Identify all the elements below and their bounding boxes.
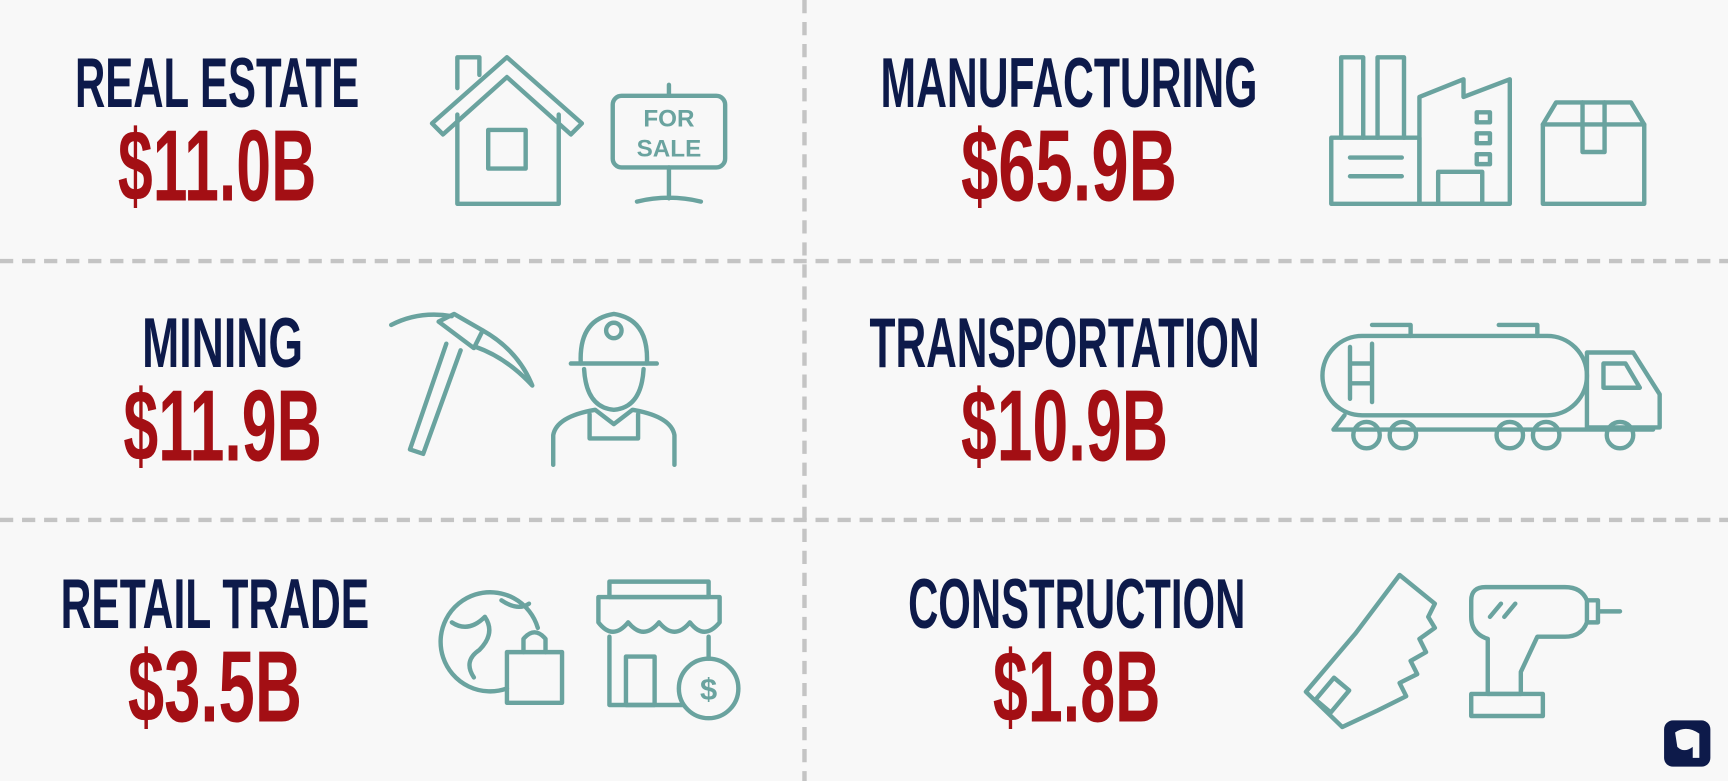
label: CONSTRUCTION: [908, 564, 1245, 643]
logo-mark: [1675, 728, 1700, 758]
truck-icon: [1320, 322, 1662, 451]
amount: $65.9B: [961, 110, 1177, 223]
pickaxe-icon: [389, 311, 535, 457]
store-icon: [596, 579, 741, 721]
saw-icon: [1303, 572, 1438, 730]
factory-icon: [1329, 55, 1512, 206]
miner-icon: [551, 311, 677, 468]
label: MANUFACTURING: [881, 43, 1258, 122]
amount: $10.9B: [961, 369, 1168, 482]
sign-text: SALE: [637, 135, 702, 162]
box-icon: [1540, 100, 1647, 206]
label: REAL ESTATE: [75, 43, 359, 122]
globe-bag-icon: [438, 590, 565, 705]
label: RETAIL TRADE: [61, 564, 370, 643]
coin-symbol: $: [700, 671, 717, 706]
drill-icon: [1469, 584, 1623, 719]
amount: $3.5B: [128, 631, 302, 744]
sign-icon: [610, 82, 728, 204]
sign-text: FOR: [643, 106, 694, 133]
amount: $1.8B: [993, 631, 1161, 744]
house-icon: [429, 55, 585, 206]
amount: $11.9B: [123, 369, 321, 482]
amount: $11.0B: [118, 110, 316, 223]
label: MINING: [142, 303, 303, 382]
label: TRANSPORTATION: [870, 303, 1260, 382]
